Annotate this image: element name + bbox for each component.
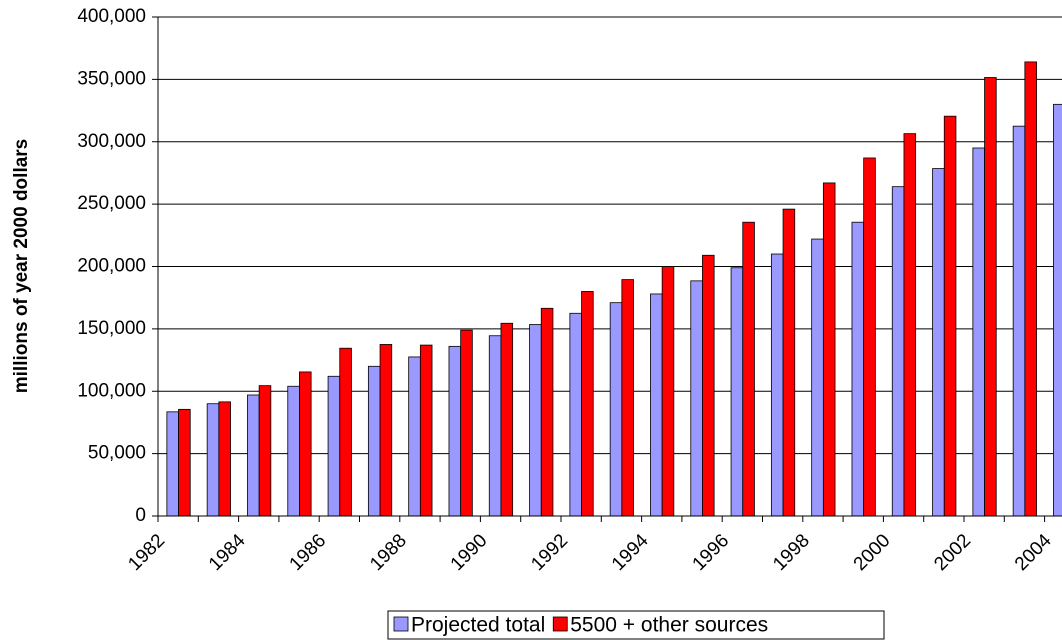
x-tick-label: 1986 [286,530,331,575]
bar [299,371,312,517]
bar [247,394,260,517]
bar [488,335,502,517]
x-tick-label: 1990 [447,530,492,575]
bar [903,133,917,517]
bar [529,324,542,517]
bar [1024,61,1037,517]
y-tick-label: 150,000 [77,318,146,339]
bar [581,291,594,517]
plot-area [166,61,1062,517]
legend-label: Projected total [411,614,545,637]
bar [730,267,744,517]
bar [540,307,554,517]
bar [609,302,623,517]
y-tick-label: 400,000 [77,6,146,27]
legend-swatch [552,616,568,632]
bar [770,253,784,517]
y-tick-label: 300,000 [77,131,146,152]
bar [984,77,997,517]
bar [500,322,514,517]
bar [327,375,341,517]
bar [702,254,715,517]
bar [379,344,393,517]
bar [1053,103,1062,517]
bar [460,329,473,517]
bar [408,356,421,517]
x-tick-label: 1994 [608,530,653,575]
legend-swatch [393,616,409,632]
x-tick-label: 1996 [689,530,734,575]
bar [972,147,985,517]
bar [258,385,272,517]
bar [206,403,220,517]
legend-box [387,610,885,640]
bar [218,401,231,517]
bar [943,115,957,517]
bar [822,182,836,517]
x-tick-label: 1988 [366,530,411,575]
bar [419,344,433,517]
bar [621,279,634,517]
bar [742,221,755,517]
bar [339,347,352,517]
x-tick-label: 2004 [1011,530,1056,575]
x-tick-label: 2002 [930,530,975,575]
x-tick-label: 2000 [850,530,895,575]
legend-label: 5500 + other sources [570,614,768,637]
legend: Projected total 5500 + other sources [387,610,885,640]
bar [367,365,381,517]
x-tick-label: 1982 [124,530,169,575]
bar [891,186,905,517]
y-tick-label: 350,000 [77,68,146,89]
bar [782,208,796,517]
y-tick-label: 250,000 [77,193,146,214]
bar [863,157,876,517]
bar [178,408,191,517]
bar [690,280,703,517]
y-tick-label: 100,000 [77,380,146,401]
bar [166,411,179,517]
bar [569,312,582,517]
bar [851,221,865,517]
bar [661,266,675,517]
x-tick-label: 1992 [527,530,572,575]
bar [1012,125,1026,517]
y-tick-label: 0 [135,505,146,526]
bar [287,385,300,517]
y-tick-label: 50,000 [88,443,146,464]
y-axis-label: millions of year 2000 dollars [11,139,32,394]
bar [650,293,663,517]
y-tick-label: 200,000 [77,256,146,277]
bar [932,168,945,517]
bar [448,345,462,517]
x-tick-label: 1998 [769,530,814,575]
bar [811,238,824,517]
x-tick-label: 1984 [205,530,250,575]
